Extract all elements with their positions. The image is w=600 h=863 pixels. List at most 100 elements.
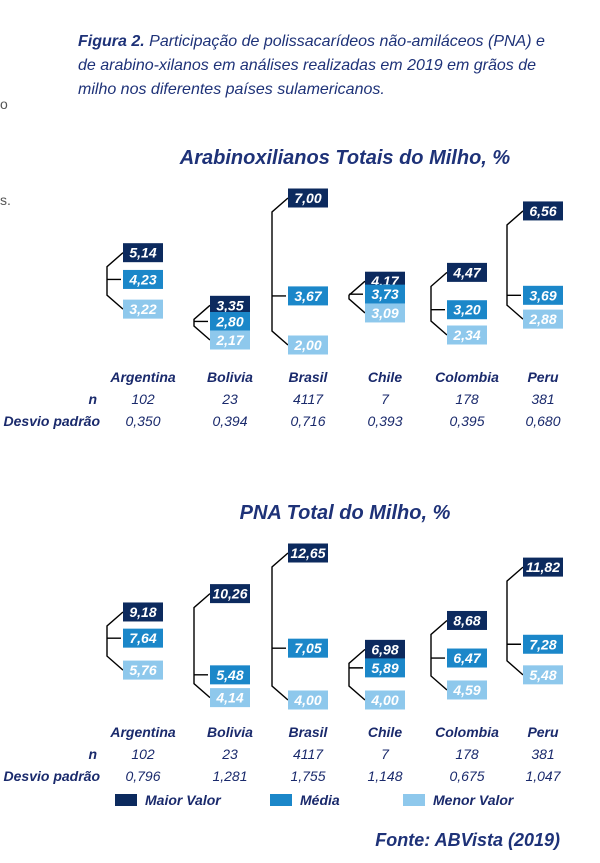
source-note: Fonte: ABVista (2019) bbox=[375, 830, 560, 850]
sd-row-label: Desvio padrão bbox=[4, 768, 101, 784]
figure-label: Figura 2. bbox=[78, 33, 145, 50]
range-bracket bbox=[430, 271, 448, 336]
country-label: Colombia bbox=[435, 369, 499, 385]
sd-value: 0,350 bbox=[125, 413, 160, 429]
min-value-box bbox=[365, 690, 405, 710]
mean-value-box bbox=[523, 634, 563, 654]
mean-value-label: 7,28 bbox=[529, 636, 556, 652]
sd-value: 1,148 bbox=[367, 768, 402, 784]
sd-value: 1,281 bbox=[212, 768, 247, 784]
max-value-label: 12,65 bbox=[290, 545, 325, 561]
n-value: 23 bbox=[221, 391, 238, 407]
n-row-label: n bbox=[88, 391, 97, 407]
n-value: 23 bbox=[221, 746, 238, 762]
min-value-label: 3,09 bbox=[371, 305, 398, 321]
min-value-box bbox=[523, 665, 563, 685]
range-group-chile: 4,173,733,09 bbox=[348, 271, 405, 323]
country-label: Brasil bbox=[289, 724, 329, 740]
mean-value-label: 3,69 bbox=[529, 287, 556, 303]
max-value-box bbox=[523, 201, 563, 221]
min-value-box bbox=[365, 303, 405, 323]
sd-value: 1,047 bbox=[525, 768, 561, 784]
n-value: 178 bbox=[455, 746, 479, 762]
max-value-box bbox=[447, 262, 487, 282]
figure-caption: Figura 2. Participação de polissacarídeo… bbox=[78, 30, 548, 102]
max-value-label: 7,00 bbox=[294, 190, 321, 206]
mean-value-box bbox=[447, 300, 487, 320]
sd-value: 0,675 bbox=[449, 768, 484, 784]
range-bracket bbox=[506, 210, 524, 320]
legend-item-max: Maior Valor bbox=[115, 790, 221, 810]
mean-value-box bbox=[210, 311, 250, 331]
mean-value-box bbox=[288, 286, 328, 306]
max-value-label: 3,35 bbox=[216, 297, 243, 313]
sd-value: 0,394 bbox=[212, 413, 247, 429]
max-value-label: 11,82 bbox=[526, 559, 560, 575]
min-value-label: 4,00 bbox=[293, 692, 321, 708]
legend-swatch-min bbox=[403, 794, 425, 806]
sd-value: 0,393 bbox=[367, 413, 402, 429]
chart-title: Arabinoxilianos Totais do Milho, % bbox=[179, 147, 511, 169]
min-value-label: 2,17 bbox=[215, 332, 244, 348]
mean-value-label: 3,73 bbox=[371, 286, 398, 302]
n-value: 381 bbox=[531, 391, 554, 407]
max-value-box bbox=[123, 243, 163, 263]
chart-title: PNA Total do Milho, % bbox=[240, 502, 451, 524]
edge-fragment-2: s. bbox=[0, 192, 11, 208]
n-value: 102 bbox=[131, 391, 155, 407]
range-bracket bbox=[430, 619, 448, 691]
mean-value-box bbox=[447, 648, 487, 668]
sd-value: 1,755 bbox=[290, 768, 325, 784]
range-group-peru: 11,82 7,28 5,48 bbox=[506, 557, 563, 685]
range-group-bolivia: 10,26 5,48 4,14 bbox=[193, 584, 250, 708]
mean-value-box bbox=[123, 628, 163, 648]
min-value-label: 2,88 bbox=[528, 311, 556, 327]
min-value-label: 3,22 bbox=[129, 301, 156, 317]
legend-item-mean: Média bbox=[270, 790, 340, 810]
range-bracket bbox=[106, 252, 124, 310]
max-value-box bbox=[123, 602, 163, 622]
mean-value-label: 3,20 bbox=[453, 302, 480, 318]
mean-value-box bbox=[210, 665, 250, 685]
max-value-label: 5,14 bbox=[129, 245, 156, 261]
min-value-label: 4,00 bbox=[370, 692, 398, 708]
sd-value: 0,680 bbox=[525, 413, 560, 429]
min-value-box bbox=[523, 309, 563, 329]
nsp-total-chart: PNA Total do Milho, % 9,18 7,64 5,76 Argenti… bbox=[4, 502, 563, 784]
max-value-box bbox=[365, 639, 405, 659]
mean-value-label: 7,64 bbox=[129, 630, 156, 646]
range-group-peru: 6,56 3,69 2,88 bbox=[506, 201, 563, 329]
max-value-box bbox=[210, 295, 250, 315]
mean-value-label: 6,47 bbox=[453, 650, 481, 666]
min-value-box bbox=[288, 335, 328, 355]
mean-value-label: 3,67 bbox=[294, 288, 322, 304]
country-label: Argentina bbox=[109, 369, 176, 385]
mean-value-box bbox=[365, 658, 405, 678]
n-value: 4117 bbox=[293, 746, 324, 762]
min-value-box bbox=[210, 330, 250, 350]
n-row-label: n bbox=[88, 746, 97, 762]
legend-swatch-mean bbox=[270, 794, 292, 806]
min-value-label: 2,00 bbox=[293, 337, 321, 353]
min-value-box bbox=[447, 325, 487, 345]
caption-text: Participação de polissacarídeos não-amil… bbox=[78, 33, 545, 98]
max-value-box bbox=[288, 188, 328, 208]
max-value-label: 6,98 bbox=[371, 641, 398, 657]
legend-label-mean: Média bbox=[300, 792, 340, 808]
country-label: Colombia bbox=[435, 724, 499, 740]
range-bracket bbox=[106, 611, 124, 671]
country-label: Bolivia bbox=[207, 724, 253, 740]
max-value-label: 10,26 bbox=[212, 586, 247, 602]
max-value-label: 9,18 bbox=[129, 604, 156, 620]
arabinoxylan-chart: Arabinoxilianos Totais do Milho, % 5,14 4,… bbox=[4, 147, 563, 429]
n-value: 4117 bbox=[293, 391, 324, 407]
n-value: 102 bbox=[131, 746, 155, 762]
min-value-label: 5,76 bbox=[129, 662, 156, 678]
range-bracket bbox=[193, 304, 211, 341]
sd-value: 0,796 bbox=[125, 768, 160, 784]
range-group-colombia: 8,68 6,47 4,59 bbox=[430, 610, 487, 700]
min-value-label: 5,48 bbox=[529, 667, 556, 683]
country-label: Brasil bbox=[289, 369, 329, 385]
mean-value-box bbox=[523, 285, 563, 305]
max-value-label: 6,56 bbox=[529, 203, 556, 219]
